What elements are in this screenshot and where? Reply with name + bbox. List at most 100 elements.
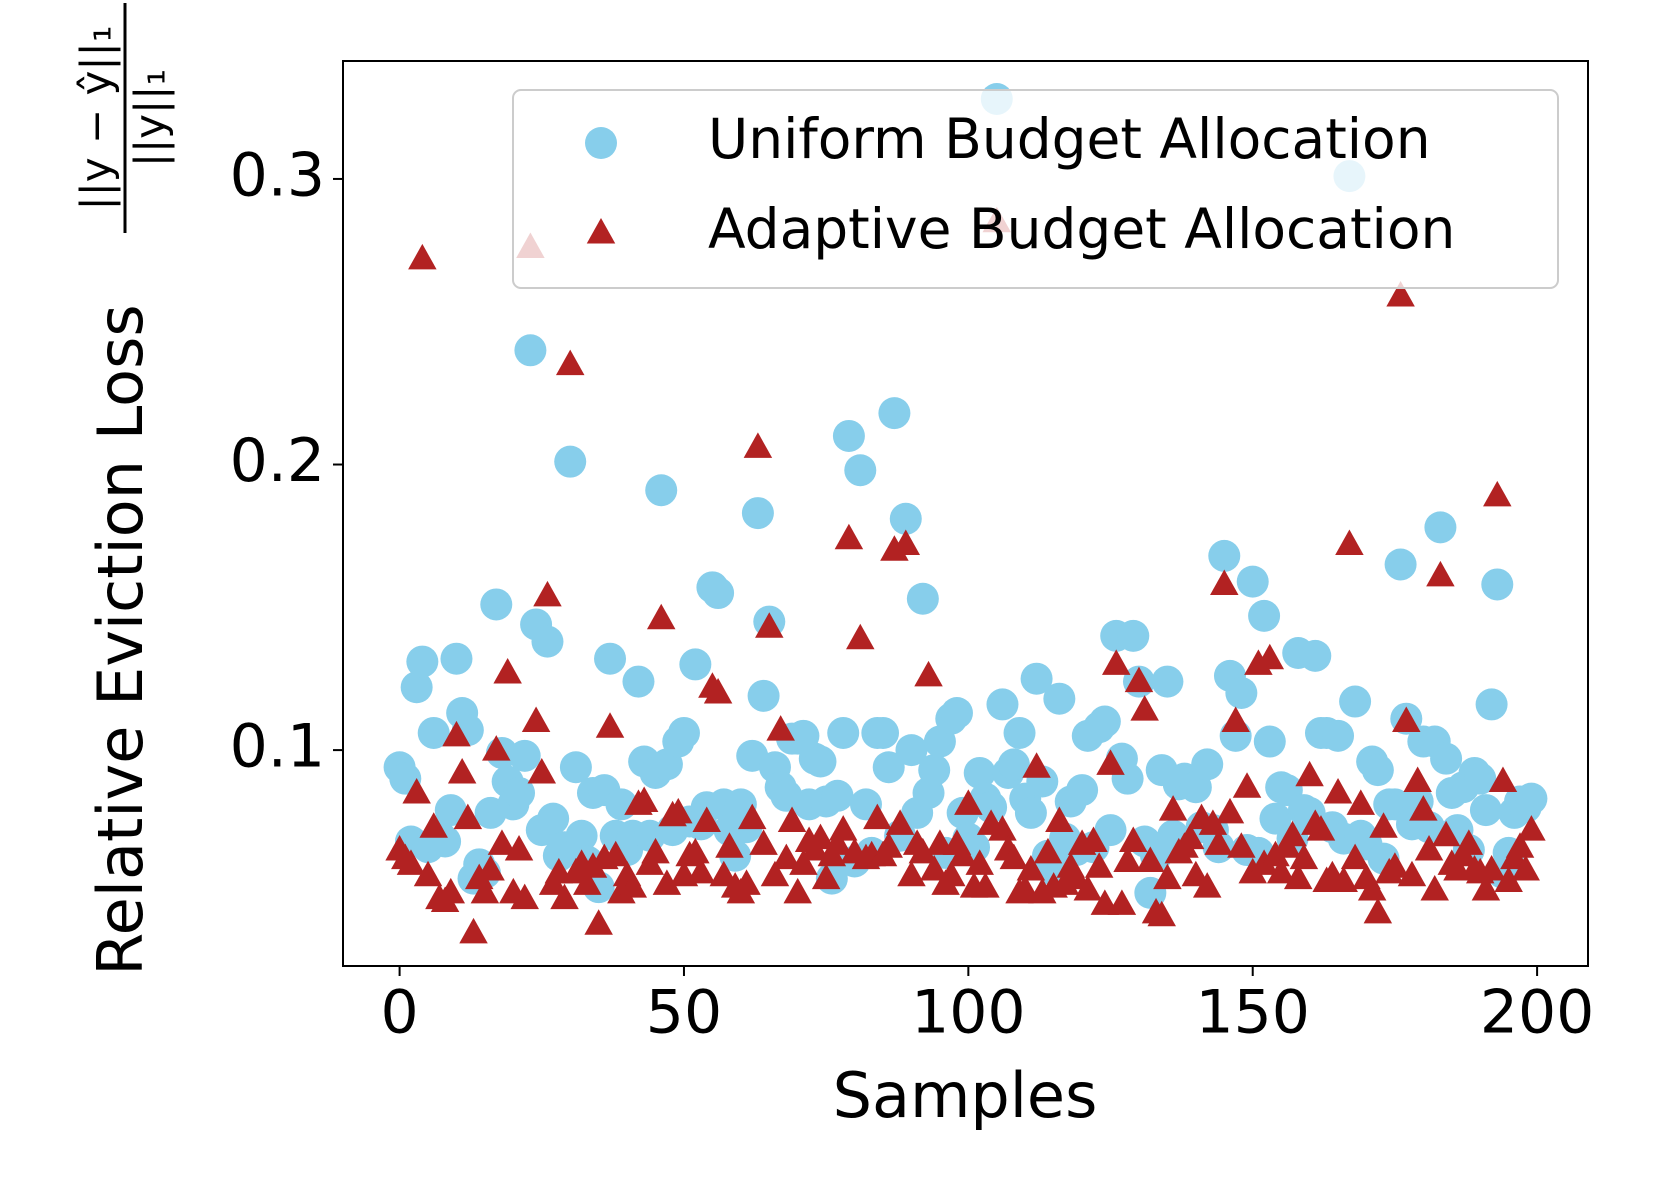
legend-marker (585, 127, 617, 159)
scatter-point (453, 803, 483, 830)
scatter-point (408, 243, 437, 270)
scatter-point (595, 712, 625, 738)
scatter-point (1295, 760, 1324, 787)
scatter-point (1221, 706, 1250, 733)
scatter-point (885, 809, 915, 835)
scatter-point (891, 529, 921, 555)
scatter-point (732, 869, 761, 895)
scatter-point (400, 671, 433, 704)
scatter-point (1481, 568, 1514, 601)
scatter-point (755, 612, 784, 638)
scatter-point (413, 860, 443, 887)
scatter-point (1084, 852, 1114, 878)
scatter-point (1363, 897, 1393, 924)
scatter-point (1136, 846, 1165, 872)
scatter-point (863, 803, 892, 830)
scatter-point (584, 909, 613, 935)
scatter-point (1335, 529, 1364, 555)
scatter-point (789, 849, 818, 875)
scatter-point (811, 863, 841, 890)
scatter-point (667, 716, 700, 749)
scatter-point (629, 786, 659, 813)
scatter-point (975, 791, 1008, 824)
y-tick-label: 0.2 (230, 426, 325, 496)
scatter-point (897, 860, 926, 887)
scatter-point (821, 779, 854, 812)
scatter-point (1266, 857, 1296, 884)
scatter-point (664, 797, 693, 824)
scatter-point (834, 523, 864, 550)
scatter-point (1339, 685, 1372, 718)
scatter-point (1227, 832, 1256, 858)
scatter-point (1517, 815, 1546, 841)
scatter-point (971, 872, 1000, 898)
scatter-point (1299, 639, 1332, 672)
scatter-point (1016, 855, 1046, 881)
scatter-point (559, 751, 592, 784)
scatter-point (417, 716, 450, 749)
scatter-point (1483, 480, 1512, 507)
scatter-point (1369, 812, 1398, 838)
scatter-point (1198, 809, 1228, 835)
scatter-point (823, 829, 852, 855)
scatter-point (997, 748, 1030, 781)
scatter-point (1043, 682, 1076, 715)
scatter-point (703, 677, 733, 704)
legend-marker (586, 218, 616, 244)
scatter-point (493, 657, 522, 684)
scatter-point (999, 843, 1029, 870)
scatter-point (476, 855, 505, 881)
scatter-point (1464, 762, 1497, 795)
scatter-point (827, 716, 860, 749)
scatter-point (679, 648, 712, 681)
scatter-point (937, 860, 966, 887)
scatter-point (554, 445, 587, 478)
scatter-point (1346, 789, 1376, 815)
scatter-point (1022, 752, 1051, 778)
scatter-point (1236, 565, 1269, 598)
scatter-point (531, 625, 564, 658)
scatter-point (766, 715, 795, 741)
scatter-point (436, 877, 466, 904)
scatter-point (645, 474, 678, 507)
scatter-point (702, 577, 735, 610)
scatter-point (1014, 796, 1047, 829)
scatter-point (889, 502, 922, 535)
scatter-point (1424, 511, 1457, 544)
x-tick-label: 50 (646, 978, 722, 1048)
scatter-point (832, 419, 865, 452)
scatter-point (1289, 843, 1319, 870)
scatter-point (681, 837, 710, 864)
x-tick-label: 150 (1195, 978, 1310, 1048)
scatter-point (1454, 829, 1484, 855)
scatter-point (1147, 900, 1176, 927)
scatter-point (447, 757, 477, 784)
scatter-point (1248, 599, 1281, 632)
scatter-point (480, 588, 513, 621)
legend-label: Adaptive Budget Allocation (708, 197, 1455, 261)
scatter-point (1475, 688, 1508, 721)
scatter-point (1003, 716, 1036, 749)
scatter-point (715, 832, 744, 858)
y-tick-label: 0.3 (230, 141, 325, 211)
scatter-point (988, 815, 1017, 841)
scatter-point (918, 754, 951, 787)
scatter-point (741, 497, 774, 530)
scatter-point (872, 751, 905, 784)
legend-label: Uniform Budget Allocation (708, 107, 1431, 171)
scatter-point (406, 645, 439, 678)
scatter-point (459, 917, 488, 944)
scatter-point (573, 869, 602, 895)
scatter-point (646, 603, 676, 630)
scatter-point (504, 835, 534, 861)
scatter-point (1130, 695, 1159, 721)
scatter-point (521, 706, 551, 733)
scatter-point (1322, 719, 1355, 752)
scatter-point (895, 734, 928, 767)
scatter-point (434, 794, 467, 827)
scatter-point (1380, 852, 1410, 878)
scatter-point (867, 716, 900, 749)
scatter-point (1386, 281, 1415, 307)
scatter-point (1101, 649, 1131, 675)
scatter-point (737, 803, 767, 830)
